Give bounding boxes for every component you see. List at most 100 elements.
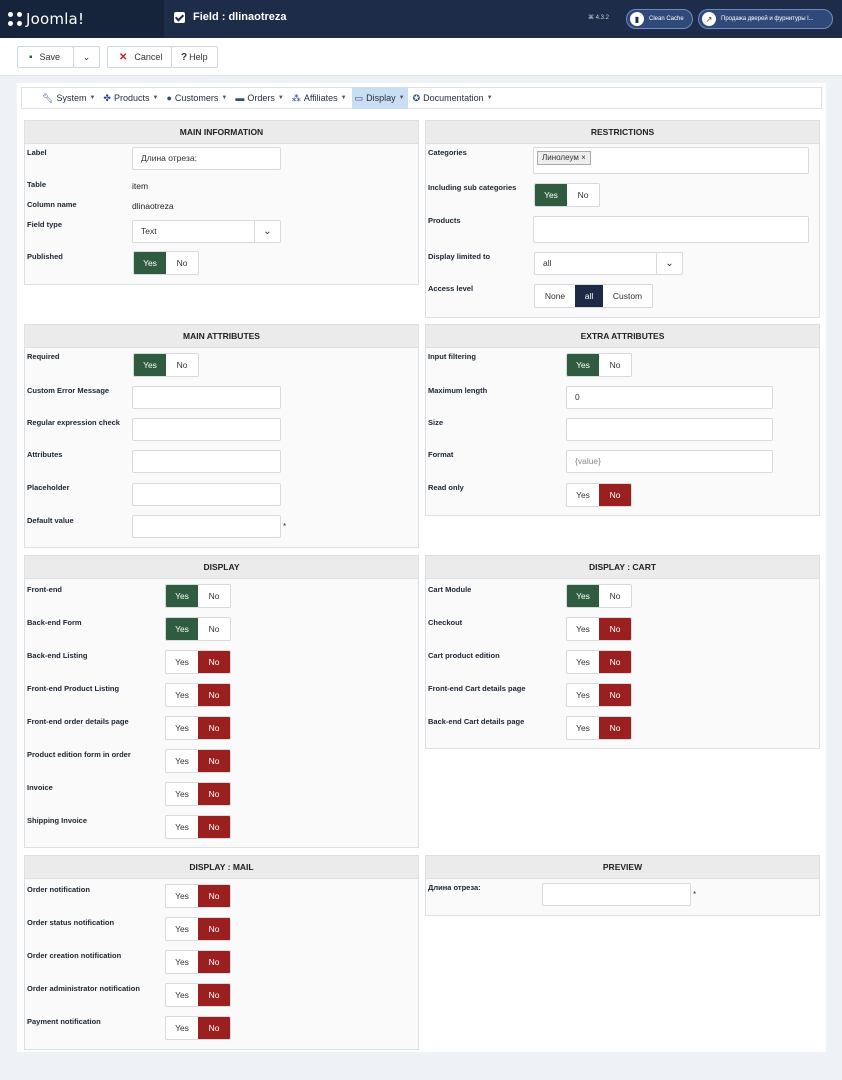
no-option[interactable]: No (198, 717, 230, 739)
yes-option[interactable]: Yes (175, 990, 189, 1000)
yes-option[interactable]: Yes (175, 789, 189, 799)
no-option[interactable]: No (198, 984, 230, 1006)
access-custom-option[interactable]: Custom (612, 291, 643, 301)
yes-option[interactable]: Yes (175, 1023, 189, 1033)
yes-no-toggle[interactable]: Yes No (165, 683, 231, 707)
no-option[interactable]: No (599, 651, 631, 673)
yes-no-toggle[interactable]: Yes No (165, 749, 231, 773)
field-type-select[interactable]: Text ⌄ (132, 220, 281, 243)
yes-option[interactable]: Yes (576, 657, 590, 667)
menu-system[interactable]: 🔧︎ System ▼ (39, 87, 98, 109)
no-option[interactable]: No (208, 624, 220, 634)
input-filtering-toggle[interactable]: Yes No (566, 353, 632, 377)
clean-cache-button[interactable]: ▮ Clean Cache (626, 9, 693, 29)
attributes-input[interactable] (132, 450, 281, 473)
joomla-logo[interactable]: Joomla! (0, 0, 164, 38)
products-input[interactable] (533, 216, 809, 243)
yes-option[interactable]: Yes (175, 822, 189, 832)
menu-affiliates[interactable]: ⁂ Affiliates ▼ (289, 87, 350, 109)
no-option[interactable]: No (198, 684, 230, 706)
placeholder-input[interactable] (132, 483, 281, 506)
yes-no-toggle[interactable]: Yes No (566, 617, 632, 641)
yes-no-toggle[interactable]: Yes No (165, 650, 231, 674)
categories-input[interactable]: Линолеум × (533, 147, 809, 174)
access-none-option[interactable]: None (544, 291, 566, 301)
no-option[interactable]: No (577, 190, 589, 200)
help-button[interactable]: ? Help (171, 46, 218, 68)
default-value-input[interactable] (132, 515, 281, 538)
yes-no-toggle[interactable]: Yes No (566, 650, 632, 674)
label-input[interactable]: Длина отреза: (132, 147, 281, 170)
yes-no-toggle[interactable]: Yes No (566, 716, 632, 740)
no-option[interactable]: No (198, 1017, 230, 1039)
published-toggle[interactable]: Yes No (133, 251, 199, 275)
size-input[interactable] (566, 418, 773, 441)
regex-input[interactable] (132, 418, 281, 441)
max-length-input[interactable]: 0 (566, 386, 773, 409)
yes-no-toggle[interactable]: Yes No (165, 1016, 231, 1040)
access-level-toggle[interactable]: None all Custom (534, 284, 653, 308)
menu-documentation[interactable]: ✪ Documentation ▼ (410, 87, 496, 109)
yes-option[interactable]: Yes (576, 723, 590, 733)
no-option[interactable]: No (609, 591, 621, 601)
no-option[interactable]: No (198, 750, 230, 772)
save-dropdown-button[interactable]: ⌄ (73, 46, 100, 68)
yes-option[interactable]: Yes (175, 657, 189, 667)
subcategories-toggle[interactable]: Yes No (534, 183, 600, 207)
no-option[interactable]: No (198, 918, 230, 940)
yes-option[interactable]: Yes (166, 618, 198, 640)
category-chip[interactable]: Линолеум × (537, 151, 591, 165)
site-link-button[interactable]: ↗ Продажа дверей и фурнитуры l... (698, 9, 833, 29)
no-option[interactable]: No (208, 591, 220, 601)
yes-no-toggle[interactable]: Yes No (165, 884, 231, 908)
yes-no-toggle[interactable]: Yes No (165, 950, 231, 974)
yes-option[interactable]: Yes (166, 585, 198, 607)
save-button[interactable]: ▪ Save (17, 46, 74, 68)
yes-option[interactable]: Yes (175, 723, 189, 733)
yes-option[interactable]: Yes (134, 354, 166, 376)
display-limited-select[interactable]: all ⌄ (534, 252, 683, 275)
yes-option[interactable]: Yes (576, 690, 590, 700)
yes-option[interactable]: Yes (576, 624, 590, 634)
no-option[interactable]: No (198, 651, 230, 673)
no-option[interactable]: No (609, 360, 621, 370)
yes-option[interactable]: Yes (175, 690, 189, 700)
no-option[interactable]: No (599, 484, 631, 506)
yes-no-toggle[interactable]: Yes No (165, 983, 231, 1007)
yes-no-toggle[interactable]: Yes No (165, 815, 231, 839)
no-option[interactable]: No (198, 783, 230, 805)
preview-input[interactable] (542, 883, 691, 906)
required-toggle[interactable]: Yes No (133, 353, 199, 377)
yes-no-toggle[interactable]: Yes No (165, 716, 231, 740)
menu-orders[interactable]: ▬ Orders ▼ (232, 87, 286, 109)
yes-option[interactable]: Yes (576, 490, 590, 500)
no-option[interactable]: No (599, 717, 631, 739)
yes-option[interactable]: Yes (175, 756, 189, 766)
no-option[interactable]: No (599, 684, 631, 706)
yes-no-toggle[interactable]: Yes No (566, 584, 632, 608)
read-only-toggle[interactable]: Yes No (566, 483, 632, 507)
cancel-button[interactable]: ✕ Cancel (107, 46, 172, 68)
no-option[interactable]: No (599, 618, 631, 640)
yes-option[interactable]: Yes (134, 252, 166, 274)
yes-no-toggle[interactable]: Yes No (165, 617, 231, 641)
yes-option[interactable]: Yes (567, 585, 599, 607)
yes-no-toggle[interactable]: Yes No (165, 917, 231, 941)
no-option[interactable]: No (198, 816, 230, 838)
no-option[interactable]: No (198, 885, 230, 907)
yes-option[interactable]: Yes (567, 354, 599, 376)
yes-option[interactable]: Yes (175, 957, 189, 967)
yes-no-toggle[interactable]: Yes No (566, 683, 632, 707)
menu-customers[interactable]: ● Customers ▼ (163, 87, 230, 109)
no-option[interactable]: No (176, 360, 188, 370)
no-option[interactable]: No (198, 951, 230, 973)
yes-no-toggle[interactable]: Yes No (165, 584, 231, 608)
yes-option[interactable]: Yes (175, 891, 189, 901)
yes-option[interactable]: Yes (535, 184, 567, 206)
access-all-option[interactable]: all (575, 285, 603, 307)
yes-no-toggle[interactable]: Yes No (165, 782, 231, 806)
no-option[interactable]: No (176, 258, 188, 268)
menu-products[interactable]: ✤ Products ▼ (100, 87, 161, 109)
format-input[interactable]: {value} (566, 450, 773, 473)
menu-display[interactable]: ▭ Display ▼ (351, 87, 408, 109)
